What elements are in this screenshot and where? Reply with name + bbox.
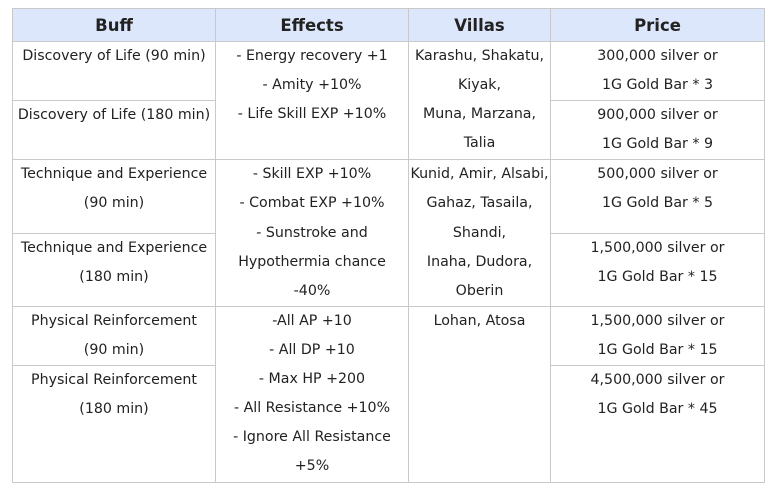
- buff-cell: Technique and Experience (90 min): [12, 159, 216, 234]
- table-row: Physical Reinforcement (90 min) -All AP …: [12, 305, 765, 484]
- buff-duration: (180 min): [79, 401, 149, 418]
- effects-cell: - Energy recovery +1 - Amity +10% - Life…: [215, 40, 409, 161]
- effect-line: - Ignore All Resistance: [233, 429, 391, 446]
- effect-line: -40%: [293, 282, 331, 299]
- price-silver: 300,000 silver or: [597, 48, 718, 64]
- buff-duration: (90 min): [83, 195, 145, 212]
- price-gold: 1G Gold Bar * 9: [601, 136, 714, 153]
- villa-line: Lohan, Atosa: [433, 312, 526, 329]
- table-row: Physical Reinforcement (180 min) 4,500,0…: [12, 365, 765, 484]
- price-silver: 1,500,000 silver or: [590, 239, 725, 256]
- price-silver: 500,000 silver or: [597, 166, 718, 183]
- buff-name: Technique and Experience: [20, 166, 208, 183]
- villa-line: Talia: [463, 135, 496, 152]
- price-cell: 300,000 silver or 1G Gold Bar * 3: [550, 40, 765, 102]
- effect-line: - Life Skill EXP +10%: [237, 106, 387, 123]
- header-effects: Effects: [215, 8, 409, 42]
- effect-line: - Energy recovery +1: [236, 48, 388, 64]
- price-cell: 900,000 silver or 1G Gold Bar * 9: [550, 100, 765, 161]
- price-cell: 1,500,000 silver or 1G Gold Bar * 15: [550, 232, 765, 307]
- villa-line: Kiyak,: [457, 77, 502, 94]
- effect-line: - Sunstroke and: [256, 224, 368, 241]
- header-price: Price: [550, 8, 765, 42]
- table-row: Technique and Experience (90 min) - Skil…: [12, 159, 765, 307]
- villa-line: Karashu, Shakatu,: [414, 48, 545, 64]
- header-buff: Buff: [12, 8, 216, 42]
- buff-cell: Discovery of Life (90 min): [12, 40, 216, 102]
- price-silver: 900,000 silver or: [597, 107, 718, 124]
- header-villas: Villas: [408, 8, 551, 42]
- table-row: Discovery of Life (90 min) - Energy reco…: [12, 40, 765, 161]
- buff-name: Discovery of Life (90 min): [22, 48, 206, 64]
- price-cell: 1,500,000 silver or 1G Gold Bar * 15: [550, 305, 765, 367]
- villas-cell: Kunid, Amir, Alsabi, Gahaz, Tasaila, Sha…: [408, 159, 551, 307]
- buff-name: Technique and Experience: [20, 239, 208, 256]
- effects-cell: - Skill EXP +10% - Combat EXP +10% - Sun…: [215, 159, 409, 307]
- header-row: Buff Effects Villas Price: [12, 8, 765, 42]
- buff-name: Physical Reinforcement: [31, 372, 197, 389]
- price-silver: 4,500,000 silver or: [590, 372, 725, 389]
- villa-line: Gahaz, Tasaila,: [426, 195, 533, 212]
- effects-cell: -All AP +10 - All DP +10 - Max HP +200 -…: [215, 305, 409, 484]
- price-gold: 1G Gold Bar * 5: [601, 195, 714, 212]
- buff-name: Physical Reinforcement: [31, 312, 197, 329]
- price-gold: 1G Gold Bar * 15: [597, 341, 718, 358]
- villas-cell: Lohan, Atosa: [408, 305, 551, 484]
- price-gold: 1G Gold Bar * 45: [597, 401, 718, 418]
- effect-line: - Amity +10%: [262, 77, 362, 94]
- villa-line: Shandi,: [452, 224, 507, 241]
- effect-line: -All AP +10: [272, 312, 352, 329]
- buff-cell: Physical Reinforcement (180 min): [12, 365, 216, 484]
- villa-line: Oberin: [455, 282, 504, 299]
- buff-name: Discovery of Life (180 min): [17, 107, 211, 124]
- effect-line: - All DP +10: [269, 341, 355, 358]
- buff-cell: Technique and Experience (180 min): [12, 232, 216, 307]
- price-gold: 1G Gold Bar * 15: [597, 268, 718, 285]
- effect-line: - Combat EXP +10%: [239, 195, 385, 212]
- villas-cell: Karashu, Shakatu, Kiyak, Muna, Marzana, …: [408, 40, 551, 161]
- villa-line: Kunid, Amir, Alsabi,: [410, 166, 549, 183]
- price-silver: 1,500,000 silver or: [590, 312, 725, 329]
- table-row: Discovery of Life (180 min) 900,000 silv…: [12, 100, 765, 161]
- villa-buff-table: Buff Effects Villas Price Discovery of L…: [12, 8, 765, 484]
- buff-duration: (180 min): [79, 268, 149, 285]
- price-gold: 1G Gold Bar * 3: [601, 77, 714, 94]
- villa-line: Muna, Marzana,: [422, 106, 537, 123]
- price-cell: 4,500,000 silver or 1G Gold Bar * 45: [550, 365, 765, 484]
- table-row: Technique and Experience (180 min) 1,500…: [12, 232, 765, 307]
- effect-line: - Skill EXP +10%: [252, 166, 372, 183]
- buff-cell: Discovery of Life (180 min): [12, 100, 216, 161]
- buff-duration: (90 min): [83, 341, 145, 358]
- villa-line: Inaha, Dudora,: [426, 253, 533, 270]
- effect-line: +5%: [294, 458, 330, 475]
- effect-line: - All Resistance +10%: [233, 400, 391, 417]
- buff-cell: Physical Reinforcement (90 min): [12, 305, 216, 367]
- effect-line: Hypothermia chance: [238, 253, 386, 270]
- effect-line: - Max HP +200: [258, 371, 366, 388]
- price-cell: 500,000 silver or 1G Gold Bar * 5: [550, 159, 765, 234]
